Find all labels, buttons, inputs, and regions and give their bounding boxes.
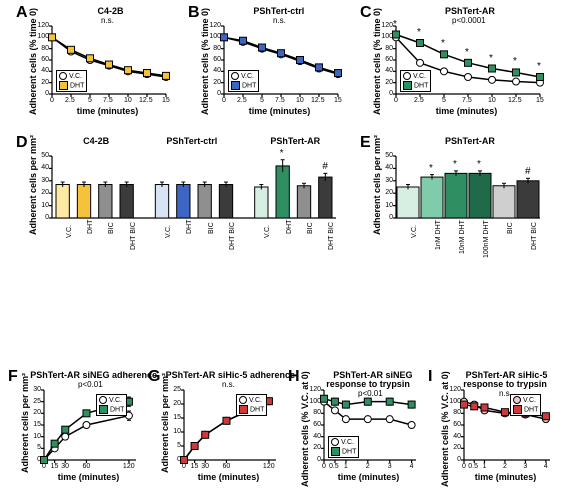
panel-E	[364, 138, 544, 258]
panel-G	[152, 372, 280, 484]
panel-F	[12, 372, 140, 484]
panel-A	[20, 8, 170, 118]
panel-D	[20, 138, 340, 258]
panel-C	[364, 8, 544, 118]
panel-I	[432, 372, 554, 484]
panel-H	[292, 372, 420, 484]
panel-B	[192, 8, 342, 118]
